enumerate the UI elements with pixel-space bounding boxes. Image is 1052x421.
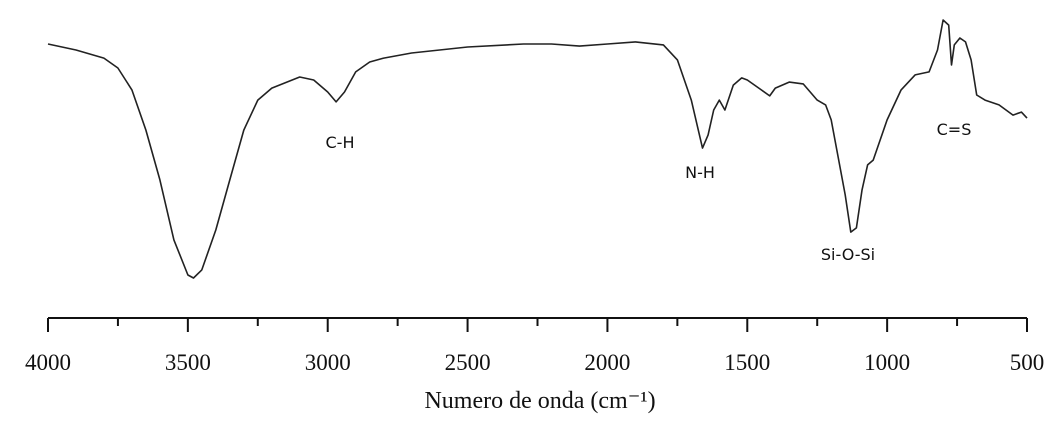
spectrum-line [47, 19, 1028, 279]
x-tick-label: 3000 [305, 350, 351, 375]
peak-annotation: N-H [685, 163, 715, 182]
x-tick-label: 4000 [25, 350, 71, 375]
x-tick-label: 500 [1010, 350, 1045, 375]
x-tick-label: 2000 [584, 350, 630, 375]
peak-annotation: Si-O-Si [821, 245, 875, 264]
x-tick-label: 1000 [864, 350, 910, 375]
peak-annotation: C-H [326, 133, 355, 152]
x-tick-label: 2500 [445, 350, 491, 375]
x-tick-label: 3500 [165, 350, 211, 375]
x-tick-label: 1500 [724, 350, 770, 375]
x-axis-label: Numero de onda (cm⁻¹) [424, 388, 655, 414]
peak-annotation: C=S [937, 120, 972, 139]
